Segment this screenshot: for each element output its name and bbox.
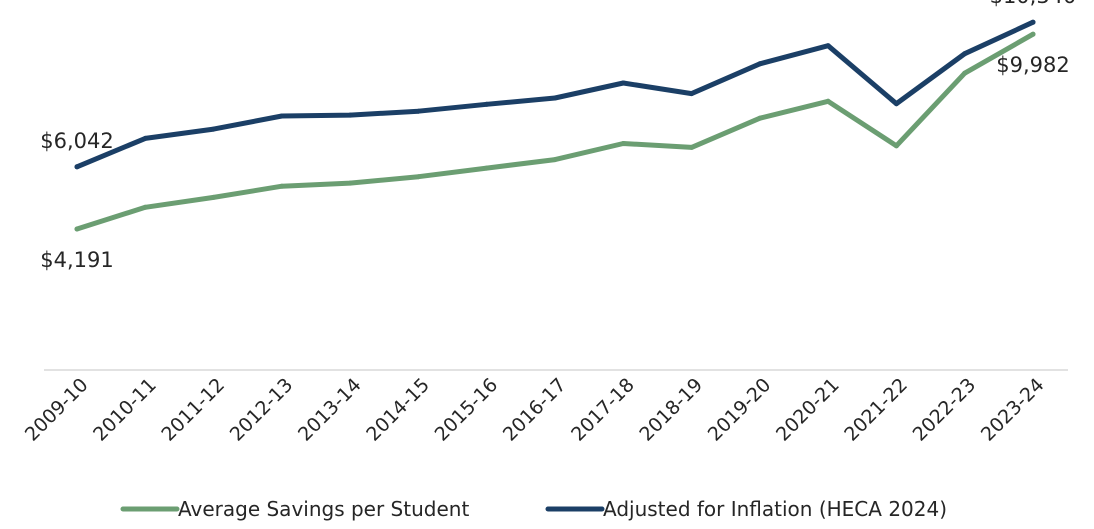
data-point xyxy=(962,71,967,76)
data-point xyxy=(962,51,967,56)
data-label: $4,191 xyxy=(40,248,113,272)
data-label: $10,340 xyxy=(990,0,1077,8)
data-point xyxy=(484,166,489,171)
x-tick-label: 2016-17 xyxy=(499,374,571,446)
data-point xyxy=(553,96,558,101)
data-point xyxy=(348,181,353,186)
data-point xyxy=(416,174,421,179)
data-point xyxy=(826,99,831,104)
x-tick-label: 2013-14 xyxy=(294,374,366,446)
series-line-0 xyxy=(77,34,1033,229)
data-point xyxy=(621,141,626,146)
x-tick-label: 2012-13 xyxy=(226,374,298,446)
data-point xyxy=(689,145,694,150)
data-point xyxy=(484,102,489,107)
data-point xyxy=(143,205,148,210)
x-tick-label: 2017-18 xyxy=(567,374,639,446)
data-point xyxy=(211,127,216,132)
legend-item: Average Savings per Student xyxy=(123,497,469,521)
data-point xyxy=(211,195,216,200)
x-tick-label: 2011-12 xyxy=(157,374,229,446)
legend-item: Adjusted for Inflation (HECA 2024) xyxy=(548,497,947,521)
data-point xyxy=(279,114,284,119)
x-tick-label: 2018-19 xyxy=(635,374,707,446)
x-tick-label: 2010-11 xyxy=(89,374,161,446)
legend-label: Adjusted for Inflation (HECA 2024) xyxy=(603,497,947,521)
x-tick-label: 2015-16 xyxy=(431,374,503,446)
x-tick-label: 2009-10 xyxy=(21,374,93,446)
data-label: $6,042 xyxy=(40,129,113,153)
data-point xyxy=(75,227,80,232)
data-point xyxy=(75,164,80,169)
data-point xyxy=(1031,32,1036,37)
data-point xyxy=(348,113,353,118)
x-tick-label: 2022-23 xyxy=(909,374,981,446)
legend-label: Average Savings per Student xyxy=(178,497,469,521)
data-point xyxy=(894,143,899,148)
series-layer xyxy=(75,20,1036,232)
x-tick-label: 2014-15 xyxy=(362,374,434,446)
data-point xyxy=(757,61,762,66)
data-point xyxy=(143,136,148,141)
data-point xyxy=(826,43,831,48)
data-point xyxy=(1031,20,1036,25)
x-tick-label: 2023-24 xyxy=(977,374,1049,446)
data-point xyxy=(416,109,421,114)
legend: Average Savings per Student Adjusted for … xyxy=(123,497,947,521)
x-tick-label: 2020-21 xyxy=(772,374,844,446)
data-labels: $4,191 $9,982 $6,042 $10,340 xyxy=(40,0,1076,272)
x-tick-label: 2021-22 xyxy=(840,374,912,446)
x-tick-labels: 2009-102010-112011-122012-132013-142014-… xyxy=(21,374,1049,446)
data-point xyxy=(553,157,558,162)
data-label: $9,982 xyxy=(996,53,1069,77)
data-point xyxy=(689,91,694,96)
data-point xyxy=(894,101,899,106)
data-point xyxy=(621,81,626,86)
data-point xyxy=(279,184,284,189)
data-point xyxy=(757,116,762,121)
x-tick-label: 2019-20 xyxy=(704,374,776,446)
series-line-1 xyxy=(77,22,1033,167)
